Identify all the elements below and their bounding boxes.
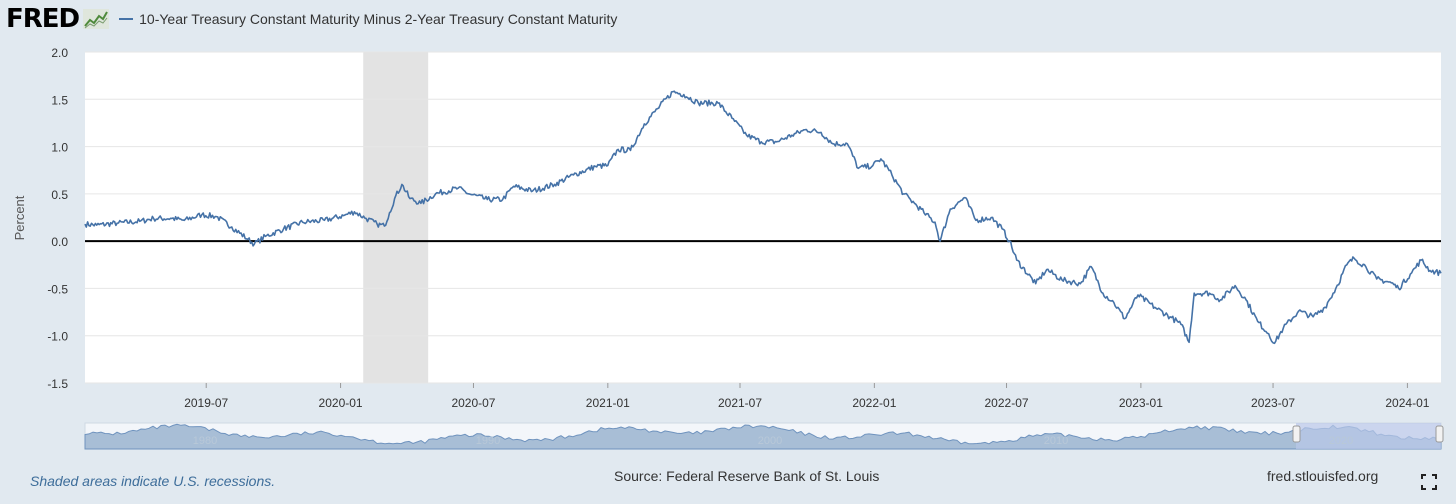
navigator-label: 1990 <box>476 435 500 447</box>
x-tick-label: 2021-07 <box>718 396 762 410</box>
site-link[interactable]: fred.stlouisfed.org <box>1267 468 1379 484</box>
navigator-label: 2020 <box>1329 435 1353 447</box>
chart-header: FRED 10-Year Treasury Constant Maturity … <box>6 4 617 34</box>
navigator-label: 1980 <box>193 435 217 447</box>
logo-text: FRED <box>6 4 80 34</box>
y-tick-label: 1.5 <box>51 93 68 107</box>
navigator-label: 2010 <box>1044 435 1068 447</box>
y-tick-label: 0.5 <box>51 188 68 202</box>
y-tick-label: 1.0 <box>51 141 68 155</box>
legend[interactable]: 10-Year Treasury Constant Maturity Minus… <box>119 11 617 27</box>
x-tick-label: 2022-01 <box>852 396 896 410</box>
source-credit: Source: Federal Reserve Bank of St. Loui… <box>614 468 880 484</box>
navigator-selection[interactable] <box>1296 423 1441 449</box>
navigator-series <box>84 423 1442 450</box>
plot-area[interactable] <box>85 52 1441 383</box>
x-tick-label: 2019-07 <box>184 396 228 410</box>
navigator[interactable]: 1980 1990 2000 2010 2020 <box>84 422 1444 450</box>
x-tick-label: 2021-01 <box>586 396 630 410</box>
x-tick-label: 2024-01 <box>1385 396 1429 410</box>
x-tick-label: 2020-07 <box>451 396 495 410</box>
recession-note: Shaded areas indicate U.S. recessions. <box>30 473 276 489</box>
y-tick-label: 0.0 <box>51 235 68 249</box>
legend-line-swatch <box>119 18 134 20</box>
x-tick-label: 2023-01 <box>1119 396 1163 410</box>
x-tick-label: 2020-01 <box>319 396 363 410</box>
fred-logo[interactable]: FRED <box>6 4 110 34</box>
fullscreen-icon[interactable] <box>1421 474 1437 490</box>
y-tick-label: 2.0 <box>51 46 68 60</box>
y-tick-label: -0.5 <box>47 282 68 296</box>
navigator-label: 2000 <box>758 435 782 447</box>
x-tick-label: 2023-07 <box>1251 396 1295 410</box>
navigator-handle[interactable] <box>1435 425 1444 443</box>
y-tick-label: -1.5 <box>47 377 68 391</box>
navigator-handle[interactable] <box>1292 425 1301 443</box>
y-tick-label: -1.0 <box>47 330 68 344</box>
y-axis-label: Percent <box>12 195 27 240</box>
fred-line-graph-icon <box>83 9 110 29</box>
series-line[interactable] <box>84 90 1442 345</box>
recession-shading <box>363 52 429 383</box>
x-tick-label: 2022-07 <box>985 396 1029 410</box>
legend-label: 10-Year Treasury Constant Maturity Minus… <box>139 11 618 27</box>
